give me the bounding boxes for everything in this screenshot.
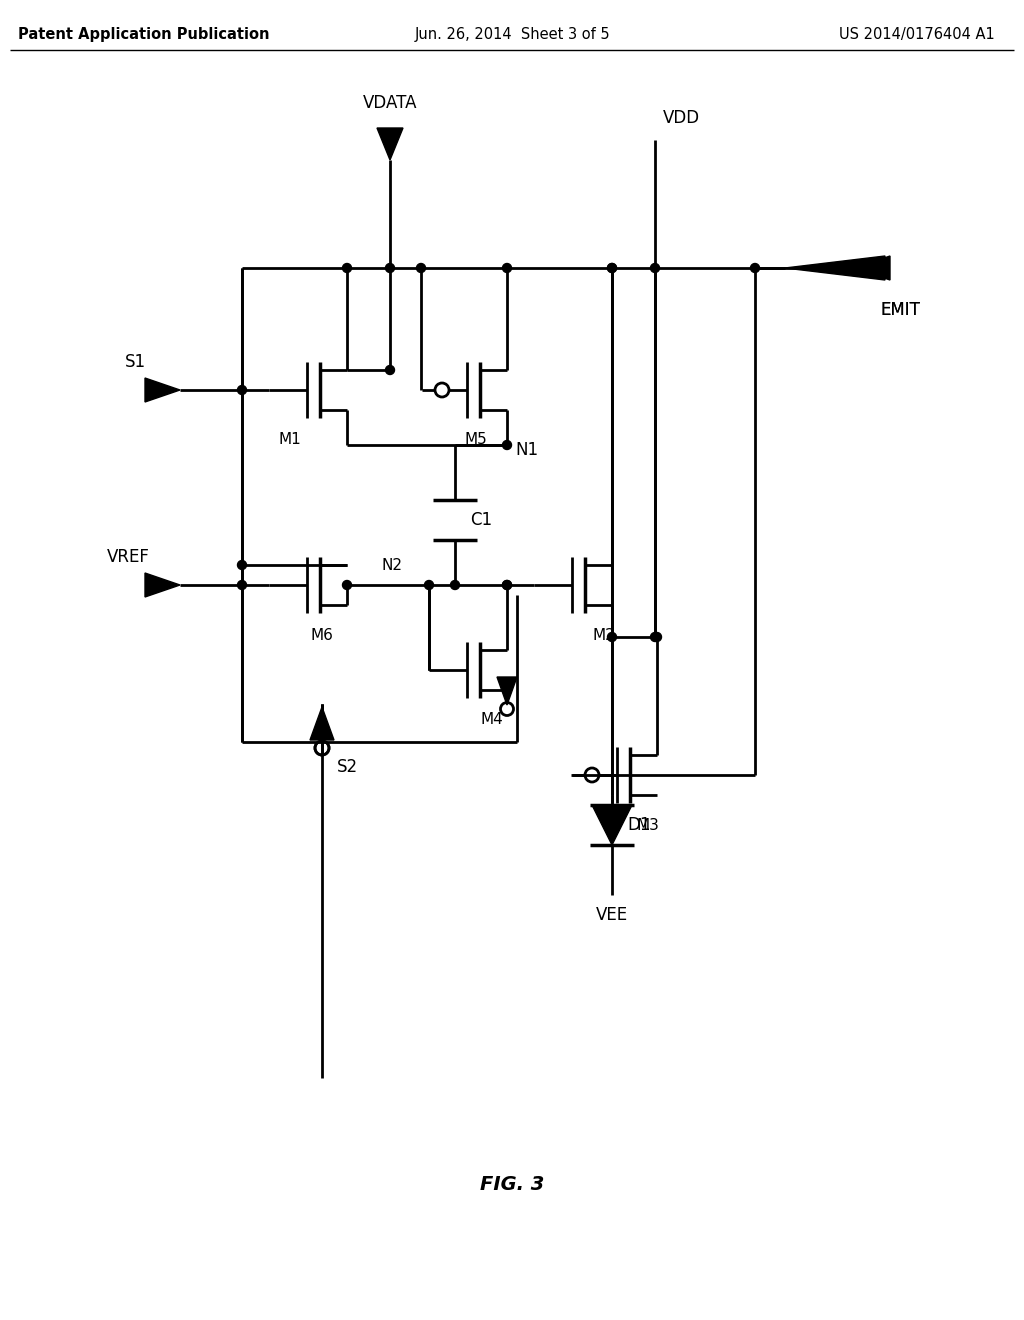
Text: US 2014/0176404 A1: US 2014/0176404 A1 bbox=[840, 28, 995, 42]
Circle shape bbox=[417, 264, 426, 272]
Circle shape bbox=[503, 264, 512, 272]
Text: D1: D1 bbox=[627, 816, 650, 834]
Text: FIG. 3: FIG. 3 bbox=[480, 1176, 544, 1195]
Circle shape bbox=[650, 264, 659, 272]
Text: M4: M4 bbox=[480, 713, 503, 727]
Text: M2: M2 bbox=[592, 627, 614, 643]
Text: M6: M6 bbox=[310, 627, 333, 643]
Circle shape bbox=[652, 632, 662, 642]
Text: N2: N2 bbox=[382, 557, 402, 573]
Polygon shape bbox=[785, 256, 885, 280]
Circle shape bbox=[650, 632, 659, 642]
Text: S2: S2 bbox=[337, 758, 358, 776]
Circle shape bbox=[503, 581, 512, 590]
Polygon shape bbox=[145, 573, 180, 597]
Circle shape bbox=[503, 581, 512, 590]
Text: S1: S1 bbox=[125, 352, 145, 371]
Polygon shape bbox=[310, 708, 334, 741]
Circle shape bbox=[425, 581, 433, 590]
Circle shape bbox=[238, 561, 247, 569]
Polygon shape bbox=[592, 805, 632, 845]
Text: EMIT: EMIT bbox=[880, 301, 920, 319]
Circle shape bbox=[607, 264, 616, 272]
Circle shape bbox=[342, 264, 351, 272]
Circle shape bbox=[385, 366, 394, 375]
Circle shape bbox=[451, 581, 460, 590]
Polygon shape bbox=[377, 128, 403, 160]
Text: VREF: VREF bbox=[106, 548, 150, 566]
Text: VDD: VDD bbox=[663, 110, 700, 127]
Circle shape bbox=[751, 264, 760, 272]
Polygon shape bbox=[145, 378, 180, 403]
Text: C1: C1 bbox=[470, 511, 493, 529]
Circle shape bbox=[238, 581, 247, 590]
Circle shape bbox=[607, 632, 616, 642]
Polygon shape bbox=[497, 677, 517, 705]
Circle shape bbox=[503, 441, 512, 450]
Circle shape bbox=[342, 581, 351, 590]
Text: M5: M5 bbox=[465, 433, 487, 447]
Circle shape bbox=[238, 385, 247, 395]
Text: Jun. 26, 2014  Sheet 3 of 5: Jun. 26, 2014 Sheet 3 of 5 bbox=[414, 28, 610, 42]
Circle shape bbox=[385, 264, 394, 272]
Circle shape bbox=[851, 264, 859, 272]
Text: N1: N1 bbox=[515, 441, 539, 459]
Text: M1: M1 bbox=[278, 433, 301, 447]
Text: Patent Application Publication: Patent Application Publication bbox=[18, 28, 269, 42]
Text: EMIT: EMIT bbox=[880, 301, 920, 319]
Text: VEE: VEE bbox=[596, 906, 628, 924]
Circle shape bbox=[607, 264, 616, 272]
Polygon shape bbox=[855, 256, 890, 280]
Text: VDATA: VDATA bbox=[362, 94, 417, 112]
Text: M3: M3 bbox=[637, 817, 659, 833]
